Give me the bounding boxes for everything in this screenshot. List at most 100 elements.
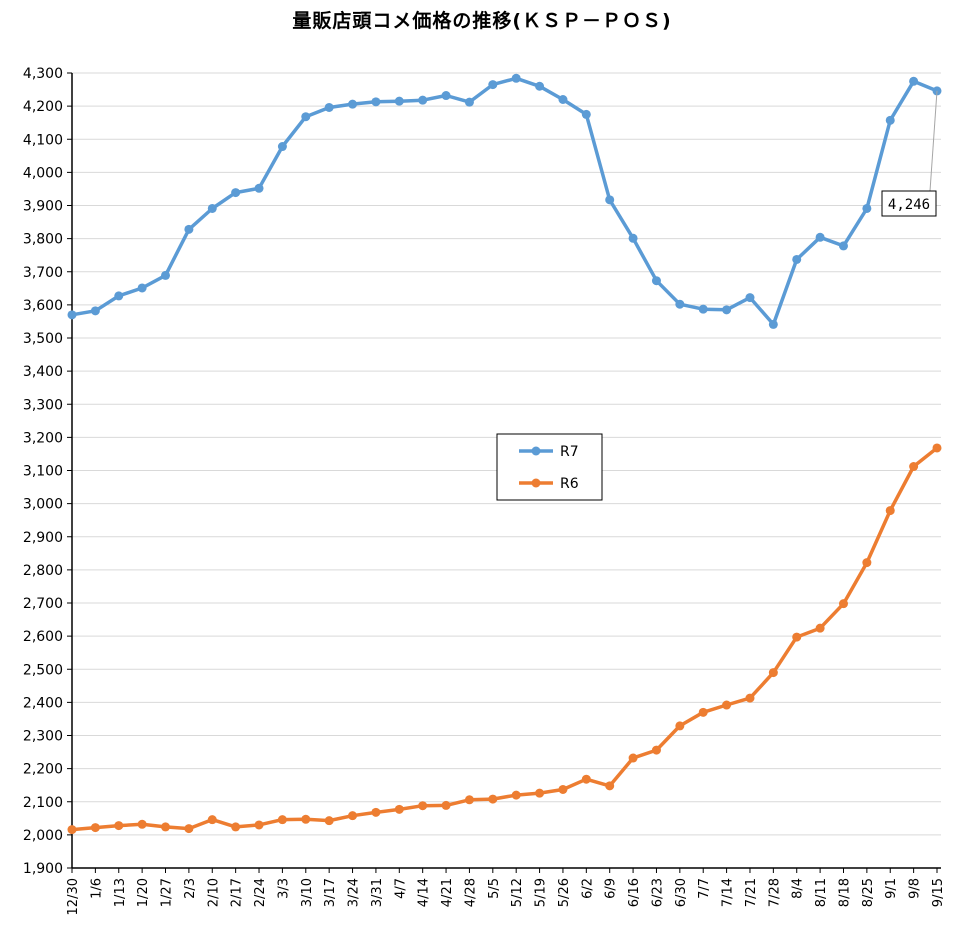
data-point-r6 [885,506,895,516]
x-tick-label: 3/31 [370,878,385,907]
data-point-r6 [184,824,194,834]
y-tick-label: 4,200 [23,99,63,115]
data-point-r6 [161,822,171,832]
data-point-r7 [535,81,545,91]
y-tick-label: 3,000 [23,497,63,513]
x-tick-label: 3/24 [347,878,362,907]
y-tick-label: 4,100 [23,132,63,148]
data-point-r7 [231,188,241,198]
x-tick-label: 1/27 [160,878,175,907]
x-tick-label: 7/21 [744,878,759,907]
legend-marker-r7 [531,446,541,456]
data-point-r7 [745,293,755,303]
series-line-r6 [71,446,939,832]
legend: R7 R6 [496,433,603,501]
x-tick-label: 6/9 [604,878,619,899]
data-point-r6 [909,462,919,472]
y-tick-label: 2,000 [23,828,63,844]
data-point-r6 [698,707,708,717]
data-point-r6 [324,816,334,826]
data-point-r7 [815,232,825,242]
data-point-r6 [628,753,638,763]
data-point-r7 [909,76,919,86]
data-point-r7 [207,203,217,213]
y-tick-label: 3,800 [23,232,63,248]
data-point-r7 [768,319,778,329]
data-point-r7 [441,91,451,101]
x-tick-label: 9/1 [884,878,899,899]
data-point-r7 [348,99,358,109]
data-point-r6 [301,814,311,824]
callout-box [881,190,937,217]
data-point-r6 [348,811,358,821]
data-point-r6 [581,774,591,784]
x-tick-label: 7/14 [721,878,736,907]
y-tick-label: 4,000 [23,165,63,181]
chart-title: 量販店頭コメ価格の推移(ＫＳＰ－ＰＯＳ) [292,10,672,32]
x-tick-label: 2/3 [183,878,198,899]
callout-leader [929,90,938,192]
x-tick-label: 5/5 [487,878,502,899]
y-tick-label: 1,900 [23,861,63,877]
x-tick-label: 3/3 [276,878,291,899]
y-tick-label: 4,300 [23,66,63,82]
x-tick-label: 1/6 [89,878,104,899]
y-tick-label: 3,400 [23,364,63,380]
data-point-r6 [651,745,661,755]
x-tick-label: 3/10 [300,878,315,907]
x-tick-label: 6/16 [627,878,642,907]
data-point-r6 [932,443,942,453]
data-point-r6 [254,820,264,830]
x-tick-label: 4/14 [417,878,432,907]
x-tick-label: 8/11 [814,878,829,907]
data-point-r6 [535,788,545,798]
legend-box [496,433,603,501]
x-tick-labels: 12/30 1/6 1/13 1/20 1/27 2/3 2/10 2/17 2/24 3/3 3/… [66,878,946,915]
data-point-r7 [581,109,591,119]
data-point-r7 [394,96,404,106]
gridlines [72,72,941,836]
x-tick-label: 8/25 [861,878,876,907]
data-point-r6 [394,804,404,814]
legend-label-r6: R6 [560,476,579,492]
data-point-r7 [792,254,802,264]
data-callout: 4,246 [881,90,938,217]
x-tick-label: 5/26 [557,878,572,907]
legend-label-r7: R7 [560,444,579,460]
data-point-r7 [675,299,685,309]
data-point-r6 [207,815,217,825]
data-point-r7 [67,310,77,320]
x-tick-label: 6/30 [674,878,689,907]
data-point-r6 [137,819,147,829]
data-point-r6 [838,599,848,609]
data-point-r7 [464,97,474,107]
data-point-r7 [114,291,124,301]
x-tick-label: 7/28 [767,878,782,907]
y-tick-label: 2,600 [23,629,63,645]
x-tick-label: 4/21 [440,878,455,907]
x-tick-label: 4/7 [393,878,408,899]
y-tick-label: 2,400 [23,695,63,711]
y-tick-label: 2,800 [23,563,63,579]
y-tick-label: 2,500 [23,662,63,678]
data-point-r6 [277,815,287,825]
data-point-r6 [488,794,498,804]
legend-marker-r6 [531,478,541,488]
data-point-r7 [558,95,568,104]
y-tick-label: 2,300 [23,729,63,745]
x-tick-label: 6/23 [650,878,665,907]
x-tick-label: 9/8 [908,878,923,899]
data-point-r7 [418,95,428,105]
data-point-r7 [184,224,194,234]
x-tick-label: 2/24 [253,878,268,907]
callout-label: 4,246 [888,197,930,213]
x-tick-label: 12/30 [66,878,81,915]
x-tick-label: 2/17 [230,878,245,907]
data-point-r6 [464,795,474,805]
data-point-r6 [511,790,521,800]
y-tick-label: 3,900 [23,199,63,215]
y-tick-label: 2,900 [23,530,63,546]
data-point-r6 [745,693,755,703]
data-point-r7 [605,195,615,205]
data-point-r7 [161,270,171,280]
